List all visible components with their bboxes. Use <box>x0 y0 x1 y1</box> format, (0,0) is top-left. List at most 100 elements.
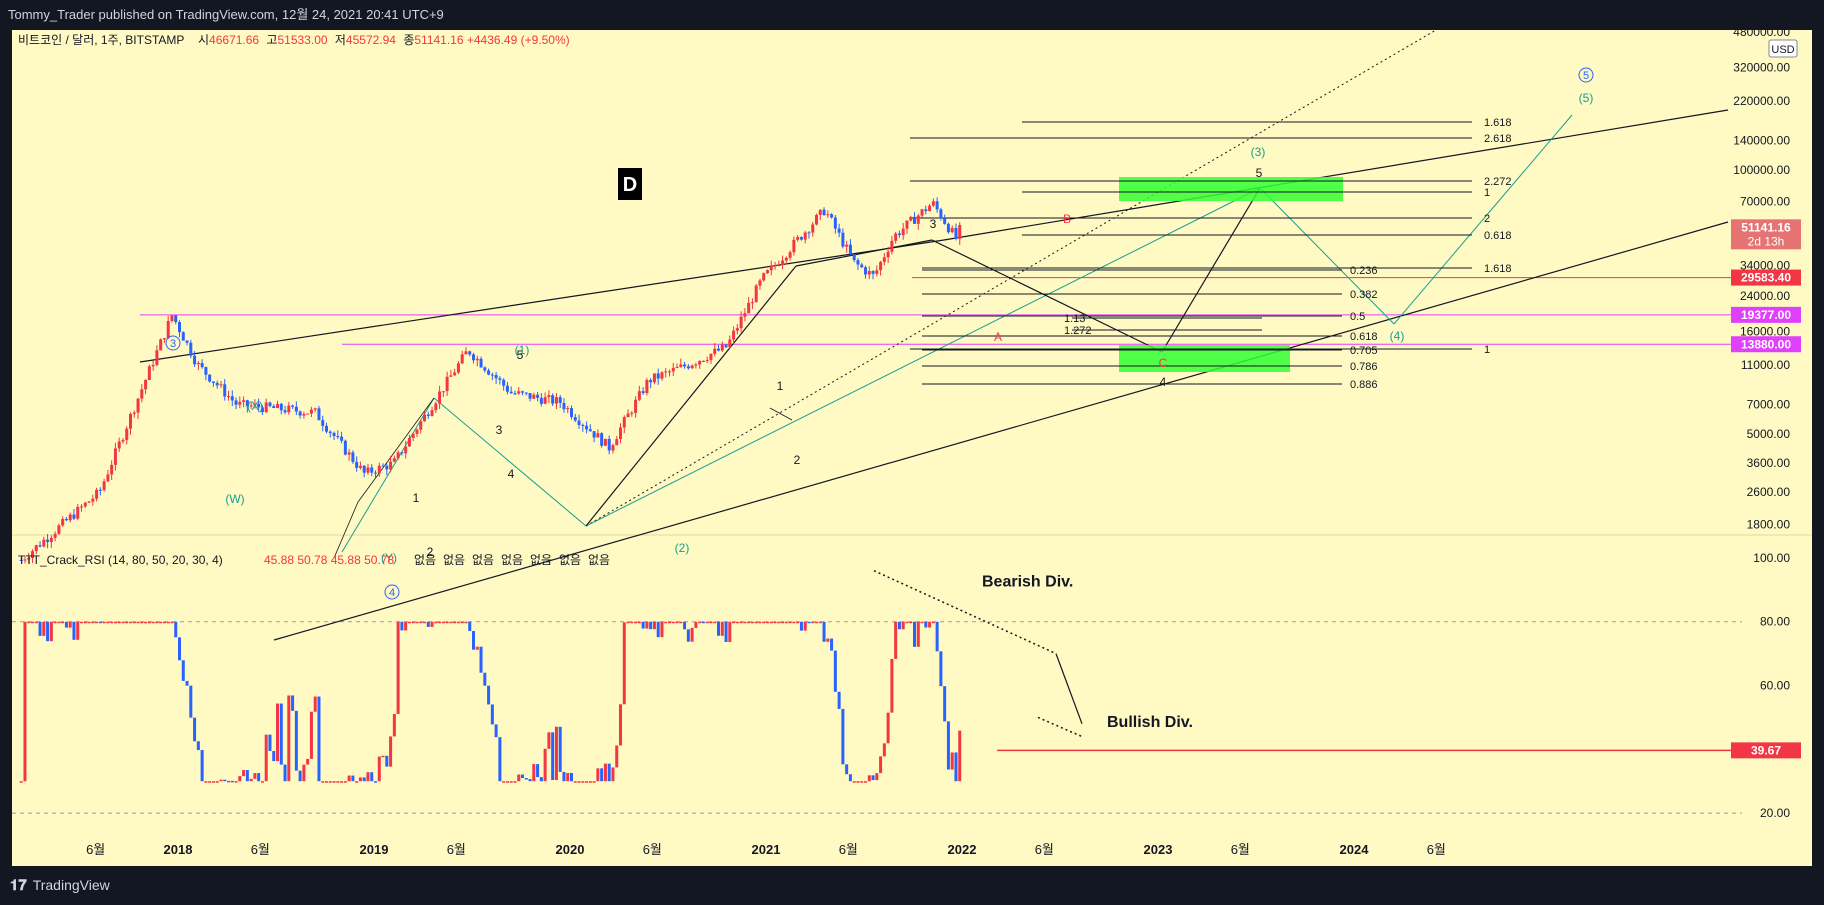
rsi-bar <box>464 621 468 624</box>
candle-body <box>815 214 819 225</box>
rsi-bar <box>441 621 445 624</box>
rsi-bar <box>769 621 773 624</box>
wave-label-black: 5 <box>1256 166 1263 180</box>
rsi-bar <box>87 621 91 624</box>
wave-label-teal: (1) <box>515 343 530 357</box>
rsi-bar <box>603 763 607 782</box>
rsi-bar <box>521 774 525 778</box>
rsi-bar <box>223 779 227 782</box>
candle-body <box>762 273 766 281</box>
footer-bar: 𝟏𝟕 TradingView <box>0 866 1824 905</box>
rsi-bar <box>374 781 378 783</box>
price-tick: 16000.00 <box>1740 325 1790 339</box>
candle-body <box>302 414 306 416</box>
candle-body <box>943 218 947 224</box>
rsi-bar <box>430 621 434 627</box>
rsi-current-value: 39.67 <box>1751 743 1781 757</box>
rsi-bar <box>102 621 106 624</box>
rsi-bar <box>264 734 268 782</box>
candle-body <box>897 233 901 236</box>
rsi-bar <box>566 772 570 782</box>
rsi-bar <box>407 621 411 624</box>
trend-line <box>357 397 435 503</box>
publish-bar: Tommy_Trader published on TradingView.co… <box>0 0 1824 30</box>
rsi-bar <box>426 621 430 627</box>
candle-body <box>950 227 954 233</box>
rsi-bar <box>453 621 457 624</box>
rsi-bar <box>389 736 393 767</box>
rsi-bar <box>83 621 87 624</box>
rsi-bar <box>852 781 856 783</box>
candle-body <box>958 225 962 239</box>
candle-body <box>686 366 690 369</box>
candle-body <box>637 391 641 400</box>
candle-body <box>245 400 249 407</box>
annotation-box-label: D <box>623 174 637 196</box>
rsi-bar <box>913 621 917 647</box>
chart-area[interactable]: 1.618 2.618 2.272 1 2 0.618 1.618 1 0.236 0.382 0.… <box>12 30 1812 866</box>
candle-body <box>174 315 178 323</box>
candle-body <box>464 351 468 355</box>
candle-body <box>404 446 408 454</box>
candle-body <box>822 209 826 216</box>
candle-body <box>694 364 698 366</box>
rsi-bar <box>215 781 219 783</box>
rsi-bar <box>954 752 958 782</box>
wave-label-black: 4 <box>1160 375 1167 389</box>
rsi-bar <box>494 724 498 738</box>
rsi-bar <box>200 750 204 782</box>
rsi-bar <box>860 781 864 783</box>
rsi-bar <box>607 763 611 782</box>
rsi-bar <box>570 772 574 782</box>
rsi-bar <box>539 777 543 782</box>
bullish-div-line <box>1037 716 1083 738</box>
rsi-bar <box>946 721 950 770</box>
candle-body <box>656 373 660 379</box>
candle-body <box>362 465 366 473</box>
fib-label: 0.786 <box>1350 361 1378 373</box>
candle-body <box>72 514 76 519</box>
rsi-bar <box>660 621 664 638</box>
candle-body <box>626 413 630 418</box>
rsi-bar <box>298 770 302 782</box>
price-tick: 34000.00 <box>1740 258 1790 272</box>
rsi-bar <box>732 621 736 624</box>
candle-body <box>407 437 411 447</box>
candle-body <box>151 364 155 367</box>
rsi-bar <box>38 621 42 636</box>
rsi-bar <box>867 775 871 782</box>
candle-body <box>554 397 558 404</box>
rsi-bar <box>754 621 758 624</box>
candle-body <box>592 431 596 438</box>
candle-body <box>487 370 491 375</box>
wave-label-black: 2 <box>427 545 434 559</box>
rsi-bar <box>34 621 38 624</box>
rsi-bar <box>64 621 68 628</box>
rsi-bar <box>257 773 261 782</box>
wave-label-red: B <box>1063 212 1071 226</box>
rsi-bar <box>487 685 491 705</box>
rsi-bar <box>554 726 558 781</box>
candle-body <box>83 502 87 507</box>
time-tick: 6월 <box>1427 842 1446 857</box>
candle-body <box>754 285 758 303</box>
currency-badge[interactable] <box>1768 39 1798 58</box>
rsi-bar <box>189 685 193 718</box>
rsi-bar <box>890 658 894 713</box>
rsi-bar <box>909 621 913 624</box>
chart-svg[interactable]: 1.6182.6182.272120.6181.61810.2360.3820.… <box>12 30 1812 866</box>
candle-body <box>132 412 136 414</box>
rsi-bar <box>449 621 453 624</box>
rsi-bar <box>845 764 849 775</box>
time-tick: 6월 <box>86 842 105 857</box>
svg-text:시46671.66 고51533.00 저45572.94: 시46671.66 고51533.00 저45572.94 종51141.16 … <box>198 33 570 47</box>
candle-body <box>61 518 65 526</box>
candle-body <box>585 425 589 430</box>
candle-body <box>720 344 724 351</box>
candle-body <box>852 254 856 261</box>
candle-body <box>313 408 317 410</box>
rsi-bar <box>336 781 340 783</box>
rsi-tick: 80.00 <box>1760 615 1790 629</box>
tradingview-logo[interactable]: 𝟏𝟕 TradingView <box>0 866 110 905</box>
candle-body <box>750 302 754 304</box>
